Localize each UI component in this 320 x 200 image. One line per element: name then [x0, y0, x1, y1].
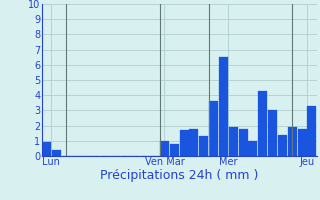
- Bar: [160, 141, 169, 156]
- Bar: [199, 136, 208, 156]
- Bar: [258, 91, 267, 156]
- Bar: [308, 106, 316, 156]
- Bar: [288, 127, 297, 156]
- Bar: [189, 129, 198, 156]
- Bar: [209, 101, 218, 156]
- Bar: [298, 129, 307, 156]
- Bar: [42, 142, 51, 156]
- X-axis label: Précipitations 24h ( mm ): Précipitations 24h ( mm ): [100, 169, 258, 182]
- Bar: [52, 150, 61, 156]
- Bar: [170, 144, 179, 156]
- Bar: [180, 130, 188, 156]
- Bar: [239, 129, 248, 156]
- Bar: [219, 57, 228, 156]
- Bar: [278, 135, 287, 156]
- Bar: [229, 127, 238, 156]
- Bar: [268, 110, 277, 156]
- Bar: [248, 141, 257, 156]
